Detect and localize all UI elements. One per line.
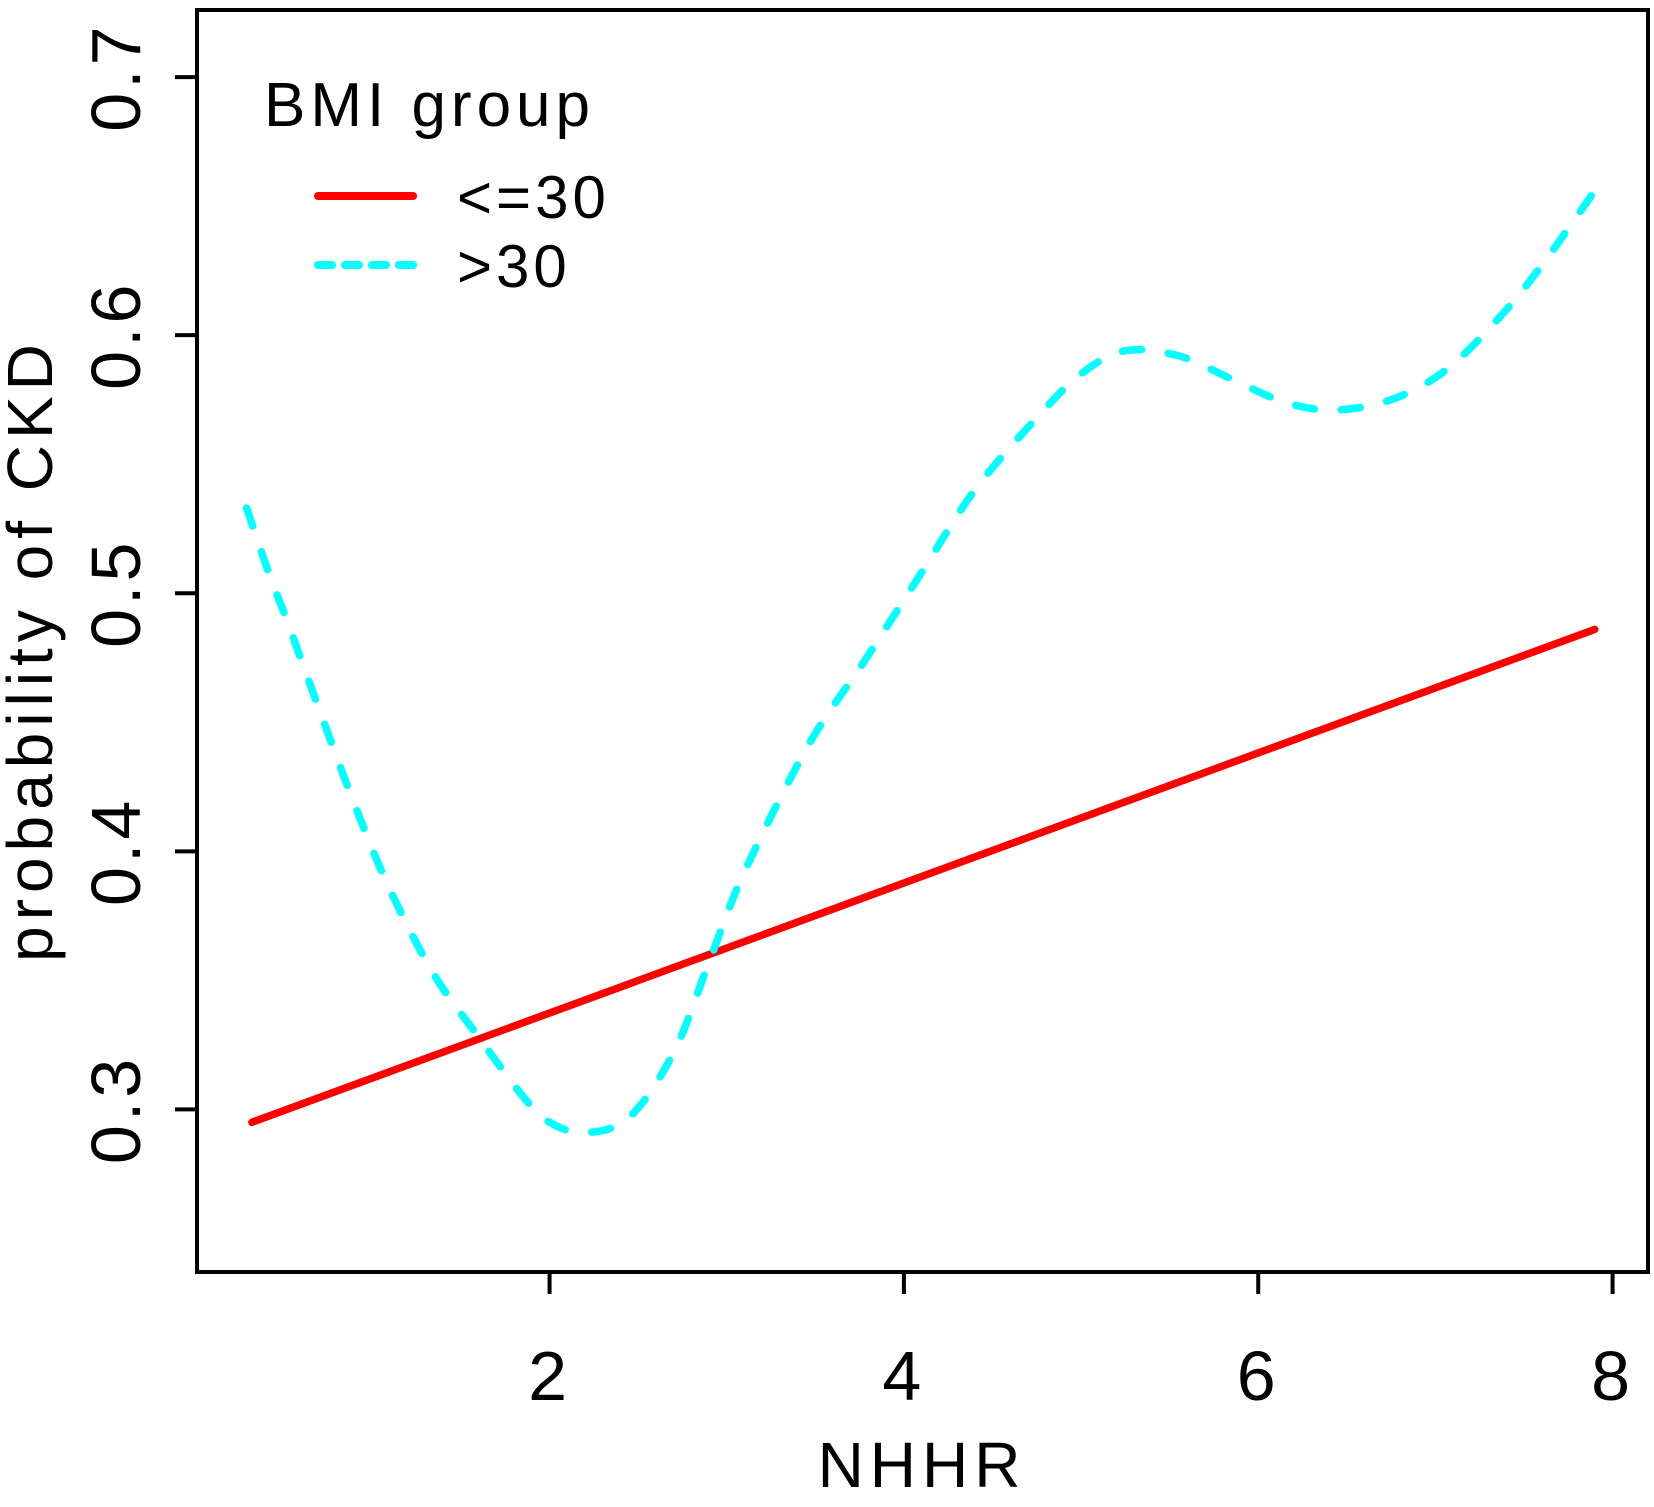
legend: BMI group <=30 >30: [264, 71, 610, 300]
y-axis-tick-label: 0.7: [77, 22, 155, 131]
x-axis-tick-labels: 2 4 6 8: [528, 1337, 1634, 1415]
y-axis-tick-label: 0.6: [77, 281, 155, 390]
plot-box: [195, 8, 1650, 1274]
y-axis-title: probability of CKD: [0, 338, 66, 962]
legend-label-gt30: >30: [457, 233, 571, 300]
legend-label-le30: <=30: [457, 164, 610, 231]
y-axis-tick-labels: 0.3 0.4 0.5 0.6 0.7: [77, 22, 155, 1164]
series-line-le30: [248, 625, 1599, 1127]
x-axis-tick-label: 4: [882, 1337, 925, 1415]
y-axis-ticks: [175, 75, 197, 1112]
series-line-gt30: [242, 186, 1599, 1137]
x-axis-ticks: [547, 1272, 1615, 1294]
x-axis-title: NHHR: [818, 1429, 1027, 1501]
x-axis-tick-label: 8: [1591, 1337, 1634, 1415]
x-axis-tick-label: 6: [1237, 1337, 1280, 1415]
y-axis-tick-label: 0.5: [77, 539, 155, 648]
x-axis-tick-label: 2: [528, 1337, 571, 1415]
y-axis-tick-label: 0.4: [77, 797, 155, 906]
y-axis-tick-label: 0.3: [77, 1055, 155, 1164]
legend-title: BMI group: [264, 71, 595, 140]
